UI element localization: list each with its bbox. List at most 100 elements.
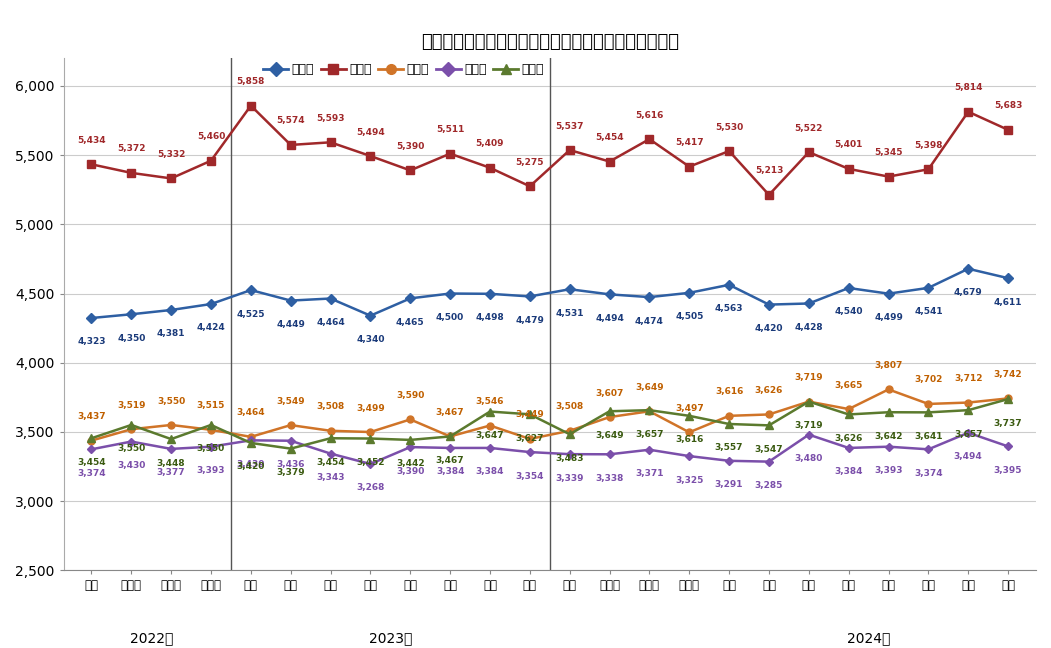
近畑圈 [325, 427, 337, 435]
近畑圈 [245, 433, 257, 441]
Text: 3,390: 3,390 [396, 467, 425, 476]
Text: 3,354: 3,354 [516, 472, 544, 481]
Line: 東京都: 東京都 [87, 102, 1012, 199]
近畑圈 [483, 422, 496, 430]
Text: 3,549: 3,549 [276, 397, 305, 406]
Text: 3,499: 3,499 [356, 404, 385, 413]
Legend: 首都圈, 東京都, 近畑圈, 中部圈, 福岡県: 首都圈, 東京都, 近畑圈, 中部圈, 福岡県 [259, 58, 550, 81]
Text: 5,434: 5,434 [77, 136, 106, 145]
Text: 3,439: 3,439 [236, 460, 265, 469]
Text: 3,508: 3,508 [316, 402, 345, 411]
Text: 3,268: 3,268 [356, 483, 385, 492]
Text: 4,500: 4,500 [436, 313, 465, 322]
Text: 5,537: 5,537 [555, 122, 584, 131]
Text: 4,381: 4,381 [157, 329, 185, 338]
Text: 3,616: 3,616 [675, 435, 703, 445]
Text: 3,642: 3,642 [874, 432, 903, 441]
Text: 3,547: 3,547 [755, 445, 783, 454]
Text: 4,505: 4,505 [675, 312, 703, 321]
Text: 3,550: 3,550 [157, 397, 185, 406]
東京都 [842, 165, 854, 173]
近畑圈 [364, 428, 376, 436]
Text: 5,372: 5,372 [117, 145, 145, 154]
福岡県 [165, 435, 178, 443]
中部圈 [763, 457, 776, 465]
福岡県 [444, 433, 456, 441]
東京都 [683, 163, 696, 170]
Text: 5,494: 5,494 [356, 128, 385, 137]
Text: 4,540: 4,540 [834, 307, 863, 316]
中部圈 [803, 431, 816, 439]
福岡県 [563, 430, 576, 438]
首都圈 [245, 286, 257, 294]
福岡県 [842, 411, 854, 419]
Text: 3,546: 3,546 [476, 397, 504, 406]
福岡県 [643, 406, 656, 414]
Text: 5,275: 5,275 [516, 158, 544, 167]
東京都 [245, 102, 257, 110]
東京都 [882, 173, 894, 181]
Text: 3,515: 3,515 [197, 401, 225, 410]
首都圈 [603, 290, 616, 298]
Text: 5,574: 5,574 [276, 117, 305, 126]
中部圈 [285, 437, 297, 445]
首都圈 [523, 292, 536, 300]
Text: 3,442: 3,442 [396, 459, 425, 469]
福岡県 [922, 408, 934, 416]
中部圈 [85, 445, 98, 453]
首都圈 [643, 294, 656, 301]
Text: 4,323: 4,323 [77, 338, 106, 347]
中部圈 [523, 448, 536, 456]
東京都 [125, 169, 138, 177]
中部圈 [165, 445, 178, 453]
中部圈 [483, 444, 496, 452]
首都圈 [922, 284, 934, 292]
Text: 3,712: 3,712 [954, 374, 983, 383]
東京都 [444, 150, 456, 157]
中部圈 [205, 443, 218, 450]
Text: 5,398: 5,398 [914, 141, 943, 150]
Text: 3,737: 3,737 [994, 419, 1023, 428]
Text: 3,437: 3,437 [77, 412, 106, 421]
近畑圈 [683, 428, 696, 436]
首都圈 [404, 294, 416, 302]
Text: 3,702: 3,702 [914, 375, 943, 384]
Text: 5,332: 5,332 [157, 150, 185, 159]
福岡県 [962, 406, 974, 414]
Text: 3,374: 3,374 [77, 469, 106, 478]
福岡県 [125, 421, 138, 429]
Line: 福岡県: 福岡県 [87, 395, 1012, 453]
Text: 3,467: 3,467 [436, 408, 465, 417]
近畑圈 [763, 411, 776, 419]
Text: 3,480: 3,480 [795, 454, 823, 463]
中部圈 [723, 457, 736, 465]
中部圈 [1002, 443, 1014, 450]
中部圈 [563, 450, 576, 458]
中部圈 [325, 450, 337, 457]
Text: 4,420: 4,420 [755, 324, 783, 333]
Text: 3,338: 3,338 [595, 474, 623, 483]
Text: 4,541: 4,541 [914, 307, 943, 316]
中部圈 [882, 443, 894, 450]
中部圈 [683, 452, 696, 460]
東京都 [922, 165, 934, 173]
Text: 3,657: 3,657 [954, 430, 983, 439]
Text: 5,522: 5,522 [795, 124, 823, 133]
近畑圈 [523, 435, 536, 443]
Text: 3,607: 3,607 [595, 389, 623, 398]
Text: 3,377: 3,377 [157, 469, 185, 478]
Text: 5,409: 5,409 [476, 139, 504, 148]
Text: 3,508: 3,508 [556, 402, 583, 411]
近畑圈 [882, 386, 894, 393]
Text: 3,719: 3,719 [795, 373, 823, 382]
福岡県 [205, 421, 218, 429]
Text: 3,384: 3,384 [834, 467, 863, 476]
東京都 [563, 146, 576, 154]
東京都 [165, 174, 178, 182]
近畑圈 [603, 413, 616, 421]
Text: 4,474: 4,474 [635, 317, 664, 325]
首都圈 [882, 290, 894, 297]
Text: 4,494: 4,494 [595, 314, 624, 323]
近畑圈 [1002, 395, 1014, 402]
Text: 4,679: 4,679 [954, 288, 983, 297]
